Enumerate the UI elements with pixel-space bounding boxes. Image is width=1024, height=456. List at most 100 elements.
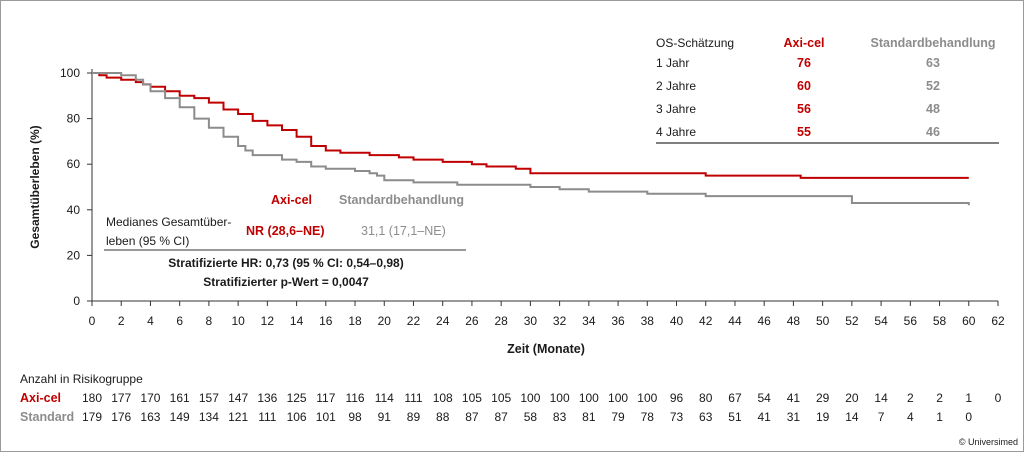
risk-count-standard: 41 (758, 410, 772, 424)
risk-count-standard: 78 (641, 410, 655, 424)
x-tick-label: 36 (611, 314, 625, 328)
x-tick-label: 14 (290, 314, 304, 328)
copyright: © Universimed (959, 437, 1018, 447)
os-table-header-standard: Standardbehandlung (871, 36, 996, 50)
risk-count-axicel: 100 (520, 391, 540, 405)
risk-count-axicel: 170 (140, 391, 160, 405)
risk-count-standard: 19 (816, 410, 830, 424)
risk-count-standard: 87 (494, 410, 508, 424)
os-table-header-label: OS-Schätzung (656, 36, 734, 50)
os-row-standard: 63 (926, 56, 940, 70)
hr-text: Stratifizierte HR: 0,73 (95 % CI: 0,54–0… (168, 256, 403, 270)
os-row-label: 2 Jahre (656, 79, 696, 93)
os-row-label: 3 Jahre (656, 102, 696, 116)
risk-label-standard: Standard (20, 410, 74, 424)
risk-count-axicel: 1 (965, 391, 972, 405)
median-label-1: Medianes Gesamtüber- (106, 215, 231, 229)
x-tick-label: 8 (206, 314, 213, 328)
x-tick-label: 16 (319, 314, 333, 328)
risk-count-standard: 88 (436, 410, 450, 424)
median-standard: 31,1 (17,1–NE) (361, 224, 446, 238)
x-tick-label: 48 (787, 314, 801, 328)
risk-count-axicel: 100 (550, 391, 570, 405)
x-axis-label: Zeit (Monate) (507, 342, 585, 356)
risk-count-standard: 176 (111, 410, 131, 424)
standard-curve (92, 72, 970, 206)
x-tick-label: 20 (378, 314, 392, 328)
risk-count-standard: 87 (465, 410, 479, 424)
risk-count-axicel: 2 (907, 391, 914, 405)
risk-count-axicel: 20 (845, 391, 859, 405)
x-tick-label: 0 (89, 314, 96, 328)
x-tick-label: 62 (991, 314, 1005, 328)
risk-count-axicel: 116 (345, 391, 364, 405)
risk-count-standard: 73 (670, 410, 684, 424)
risk-count-standard: 83 (553, 410, 567, 424)
x-tick-label: 40 (670, 314, 684, 328)
x-tick-label: 22 (407, 314, 421, 328)
x-tick-label: 24 (436, 314, 450, 328)
risk-count-standard: 179 (82, 410, 102, 424)
x-tick-label: 26 (465, 314, 479, 328)
risk-count-axicel: 29 (816, 391, 830, 405)
risk-count-standard: 163 (140, 410, 160, 424)
risk-count-axicel: 161 (170, 391, 190, 405)
x-tick-label: 34 (582, 314, 596, 328)
x-tick-label: 56 (904, 314, 918, 328)
risk-count-standard: 4 (907, 410, 914, 424)
risk-count-standard: 0 (965, 410, 972, 424)
risk-count-standard: 149 (170, 410, 190, 424)
risk-count-standard: 14 (845, 410, 859, 424)
x-tick-label: 46 (758, 314, 772, 328)
x-tick-label: 50 (816, 314, 830, 328)
risk-count-axicel: 117 (316, 391, 335, 405)
os-row-standard: 48 (926, 102, 940, 116)
os-row-standard: 46 (926, 125, 940, 139)
risk-row-standard: 179 176 163 149 134 121 111 106 101 98 91 89 88 87 87 5… (82, 410, 972, 424)
risk-count-standard: 7 (878, 410, 885, 424)
x-tick-label: 52 (845, 314, 859, 328)
x-tick-label: 44 (728, 314, 742, 328)
risk-count-axicel: 100 (608, 391, 628, 405)
y-tick-label: 40 (67, 203, 81, 217)
risk-count-axicel: 54 (758, 391, 772, 405)
x-tick-label: 10 (231, 314, 245, 328)
risk-count-axicel: 105 (462, 391, 482, 405)
risk-count-standard: 58 (524, 410, 538, 424)
legend-standard: Standardbehandlung (339, 193, 464, 207)
risk-count-axicel: 2 (936, 391, 943, 405)
x-tick-label: 42 (699, 314, 713, 328)
risk-count-standard: 31 (787, 410, 801, 424)
curves (92, 72, 970, 206)
risk-count-standard: 81 (582, 410, 596, 424)
risk-count-axicel: 157 (199, 391, 219, 405)
median-label-2: leben (95 % CI) (106, 234, 189, 248)
os-row-axicel: 76 (797, 56, 811, 70)
os-row-label: 1 Jahr (656, 56, 689, 70)
risk-count-standard: 1 (936, 410, 943, 424)
risk-count-standard: 101 (316, 410, 336, 424)
risk-count-standard: 98 (348, 410, 362, 424)
risk-count-standard: 111 (258, 410, 277, 424)
x-tick-label: 32 (553, 314, 567, 328)
risk-title: Anzahl in Risikogruppe (20, 372, 143, 386)
os-row-standard: 52 (926, 79, 940, 93)
x-tick-label: 12 (261, 314, 275, 328)
y-tick-label: 80 (67, 112, 81, 126)
risk-count-axicel: 136 (257, 391, 277, 405)
risk-count-standard: 89 (407, 410, 421, 424)
risk-count-axicel: 100 (637, 391, 657, 405)
risk-count-axicel: 80 (699, 391, 713, 405)
axicel-curve (92, 72, 969, 179)
risk-count-axicel: 114 (375, 391, 394, 405)
x-tick-label: 38 (641, 314, 655, 328)
risk-count-axicel: 108 (433, 391, 453, 405)
risk-count-axicel: 125 (287, 391, 307, 405)
p-value-text: Stratifizierter p-Wert = 0,0047 (203, 275, 369, 289)
risk-count-standard: 91 (378, 410, 392, 424)
y-tick-label: 0 (73, 294, 80, 308)
risk-count-axicel: 177 (111, 391, 131, 405)
os-row-axicel: 60 (797, 79, 811, 93)
